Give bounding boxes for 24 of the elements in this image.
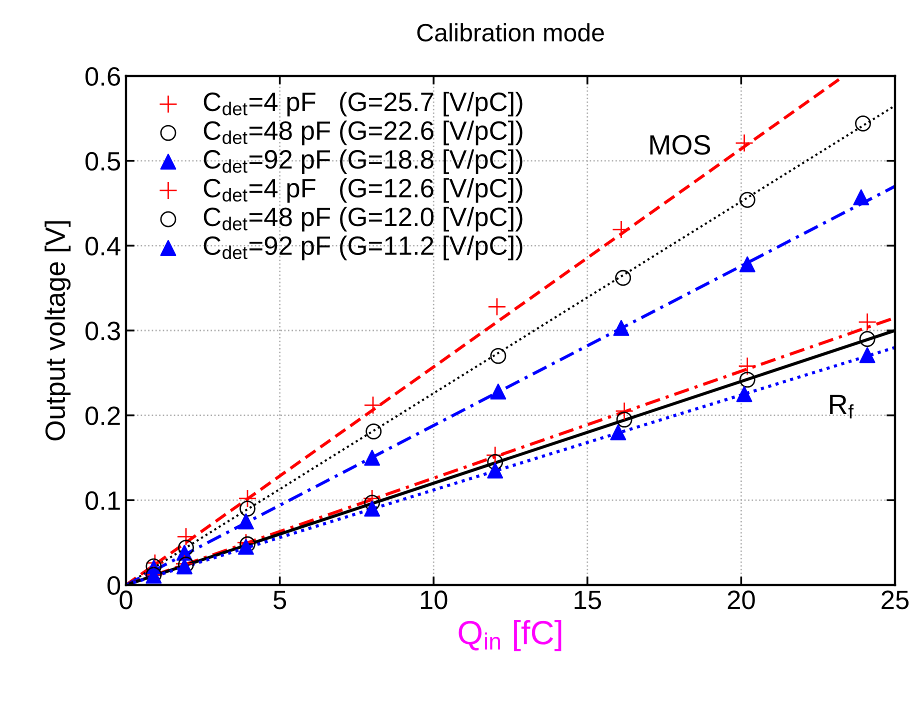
y-tick-label: 0.1 bbox=[85, 491, 120, 510]
legend-label: C$_{det}$=48 pF (G=22.6 [V/pC]) bbox=[204, 120, 522, 146]
x-tick-label: 0 bbox=[120, 590, 132, 610]
annotation: R$_{f}$ bbox=[830, 394, 854, 418]
y-tick-label: 0.3 bbox=[85, 322, 120, 340]
chart-title: Calibration mode bbox=[417, 23, 604, 42]
annotation: MOS bbox=[650, 135, 710, 155]
x-tick-label: 10 bbox=[420, 590, 448, 610]
x-tick-label: 15 bbox=[574, 590, 601, 610]
x-tick-label: 20 bbox=[728, 590, 755, 610]
legend-label: C$_{det}$=4 pF (G=25.7 [V/pC]) bbox=[204, 92, 522, 116]
legend-label: C$_{det}$=92 pF (G=11.2 [V/pC]) bbox=[204, 236, 522, 260]
x-tick-label: 25 bbox=[882, 590, 909, 610]
y-tick-label: 0.2 bbox=[85, 406, 120, 426]
y-tick-label: 0.4 bbox=[85, 236, 120, 256]
x-axis-title: Q$_{in}$ [fC] bbox=[458, 620, 562, 652]
y-tick-label: 0 bbox=[107, 576, 120, 595]
y-axis-title: Output voltage [V] bbox=[44, 221, 71, 440]
legend-label: C$_{det}$=4 pF (G=12.6 [V/pC]) bbox=[204, 178, 522, 203]
y-tick-label: 0.5 bbox=[85, 152, 120, 171]
y-tick-label: 0.6 bbox=[85, 67, 120, 86]
x-tick-label: 5 bbox=[274, 590, 286, 610]
legend-label: C$_{det}$=92 pF (G=18.8 [V/pC]) bbox=[204, 149, 522, 174]
legend-label: C$_{det}$=48 pF (G=12.0 [V/pC]) bbox=[204, 206, 522, 232]
